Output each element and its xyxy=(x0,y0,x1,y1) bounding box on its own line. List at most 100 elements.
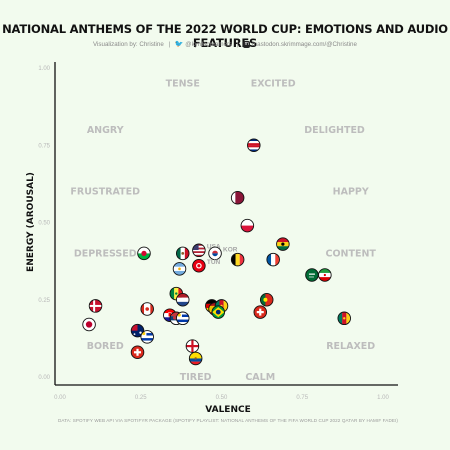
flag-stripe xyxy=(205,299,219,304)
flag-stripe xyxy=(140,330,154,334)
flag-argentina xyxy=(173,262,186,276)
emotion-label: RELAXED xyxy=(326,341,375,352)
flag-stripe xyxy=(140,335,154,339)
flag-japan xyxy=(82,318,96,331)
flag-cross xyxy=(191,339,194,353)
flag-outline xyxy=(208,246,222,261)
flag-outline xyxy=(337,311,351,326)
flag-outline xyxy=(172,262,187,276)
flag-stripe xyxy=(150,302,154,316)
flag-emblem xyxy=(145,307,150,311)
flag-stripe xyxy=(137,253,151,260)
flag-point-denmark xyxy=(88,299,103,313)
flag-usa xyxy=(192,244,206,257)
flag-denmark xyxy=(89,299,102,313)
flag-emblem xyxy=(308,273,315,275)
flag-tunisia xyxy=(192,259,206,273)
flag-stripe xyxy=(169,311,183,317)
flag-point-brazil xyxy=(211,305,226,319)
twitter-bird-icon: 🐦 xyxy=(174,41,184,48)
flag-stripe xyxy=(192,253,206,255)
flag-emblem xyxy=(133,333,136,336)
flag-cameroon-2 xyxy=(337,311,351,325)
flag-emblem xyxy=(141,250,147,256)
emotion-label: TENSE xyxy=(166,78,200,89)
flag-outline xyxy=(240,218,255,233)
flag-emblem xyxy=(197,264,201,268)
flag-stripe xyxy=(247,138,261,142)
flag-stripe xyxy=(169,320,183,325)
y-tick-label: 0.75 xyxy=(38,143,50,149)
flag-cross xyxy=(259,308,262,316)
flag-canton xyxy=(131,324,138,331)
flag-point-australia xyxy=(130,323,145,338)
flag-outline xyxy=(140,302,154,316)
flag-netherlands xyxy=(176,293,190,307)
flag-stripe xyxy=(276,246,290,251)
y-tick-label: 0.50 xyxy=(38,221,50,227)
flag-outline xyxy=(247,138,261,153)
flag-emblem xyxy=(139,331,142,334)
flag-stripe xyxy=(169,287,175,300)
emotion-label: CALM xyxy=(245,372,275,383)
flag-stripe xyxy=(192,249,206,252)
flag-stripe xyxy=(176,319,190,323)
flag-switzerland-2 xyxy=(253,305,267,319)
flag-point-portugal xyxy=(259,292,274,307)
y-tick-label: 0.00 xyxy=(38,375,50,381)
flag-stripe xyxy=(247,149,261,152)
flag-outline xyxy=(192,259,206,273)
flag-stripe xyxy=(189,358,202,362)
flag-stripe xyxy=(247,143,261,146)
flag-stripe xyxy=(247,141,261,144)
flag-point-switzerland xyxy=(130,345,145,360)
flag-point-korea xyxy=(208,246,222,261)
flag-point-costa-rica xyxy=(247,138,261,153)
flag-stripe xyxy=(140,302,145,316)
flag-emblem xyxy=(343,317,346,320)
flag-outline xyxy=(276,237,290,251)
flag-stripe xyxy=(140,340,154,344)
flag-point-uruguay xyxy=(175,311,190,326)
flag-stripe xyxy=(184,247,190,260)
flag-cross xyxy=(93,299,96,313)
flag-stripe xyxy=(231,253,236,266)
flag-korea xyxy=(208,247,222,260)
flag-point-canada xyxy=(140,302,154,316)
flag-stripe xyxy=(192,254,206,257)
flag-outline xyxy=(88,299,103,313)
flag-cross xyxy=(136,348,139,356)
flag-stripe xyxy=(247,145,261,148)
flag-emblem xyxy=(212,250,218,254)
flag-point-japan xyxy=(82,317,96,332)
flag-emblem xyxy=(172,315,177,320)
flag-stripe xyxy=(176,297,190,302)
emotion-label: BORED xyxy=(87,341,124,352)
flag-stripe xyxy=(140,333,154,336)
flag-point-argentina xyxy=(172,262,187,276)
flag-point-ghana xyxy=(276,237,290,251)
flag-outline xyxy=(130,323,145,338)
flag-outline xyxy=(130,345,145,360)
flag-point-uruguay-2 xyxy=(140,330,154,344)
flag-canada xyxy=(140,302,154,316)
flag-stripe xyxy=(223,299,228,313)
flag-emblem xyxy=(308,276,314,278)
flag-england xyxy=(186,339,199,353)
flag-australia xyxy=(131,324,144,337)
flag-stripe xyxy=(176,314,190,318)
flag-emblem xyxy=(181,252,185,255)
flag-point-netherlands xyxy=(175,292,190,307)
flag-outline xyxy=(82,317,96,332)
credit-by: Visualization by: Christine xyxy=(93,41,164,48)
flag-stripe xyxy=(318,268,332,274)
flag-stripe xyxy=(140,338,154,341)
flag-outline xyxy=(230,252,245,267)
flag-qatar xyxy=(231,191,244,205)
flag-outline xyxy=(211,305,226,319)
flag-ecuador xyxy=(189,352,202,365)
mastodon-icon: m xyxy=(243,40,251,48)
flag-canton xyxy=(192,244,199,251)
